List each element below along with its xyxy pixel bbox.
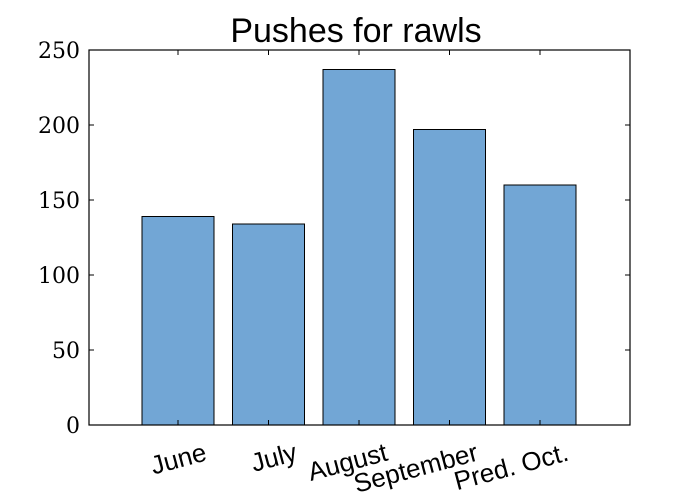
bar-august	[322, 69, 396, 426]
y-tick-label: 50	[52, 339, 80, 364]
x-tick-label: July	[248, 437, 300, 478]
y-axis: 0 50 100 150 200 250	[38, 39, 630, 439]
bar-june	[141, 216, 215, 426]
bar-september	[413, 129, 486, 426]
bars-group	[141, 69, 577, 426]
x-tick-label: June	[147, 437, 209, 481]
bar-pred-oct	[503, 184, 577, 426]
y-tick-label: 100	[38, 264, 80, 289]
y-tick-label: 250	[38, 39, 80, 64]
chart-title: Pushes for rawls	[230, 12, 481, 50]
plot-frame	[88, 49, 631, 426]
y-tick-label: 0	[66, 414, 80, 439]
y-tick-label: 200	[38, 114, 80, 139]
bar-july	[232, 223, 305, 426]
y-tick-label: 150	[38, 189, 80, 214]
